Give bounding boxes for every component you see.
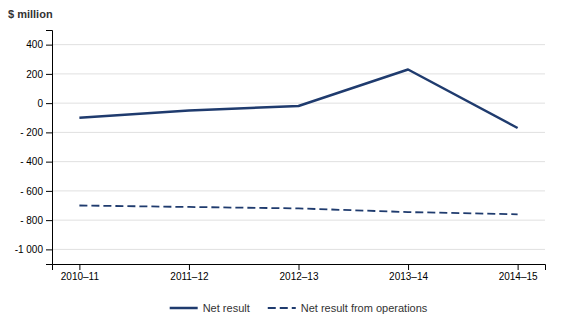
x-tick: 2014–15 — [499, 264, 538, 282]
y-tick: - 600 — [20, 186, 52, 197]
y-tick-label: 400 — [26, 39, 43, 50]
y-tick-mark — [46, 249, 52, 250]
x-tick-label: 2013–14 — [389, 271, 428, 282]
plot: -1 000 - 800 - 600 - 400 - 200 0 200 400 2010–11… — [15, 31, 546, 283]
series-line — [79, 206, 517, 215]
y-tick-label: - 400 — [20, 156, 43, 167]
y-axis-label: $ million — [8, 8, 53, 20]
y-tick-label: - 600 — [20, 186, 43, 197]
x-tick-mark — [79, 264, 80, 270]
y-tick-mark — [46, 191, 52, 192]
x-tick-label: 2010–11 — [61, 271, 100, 282]
y-tick-mark — [46, 132, 52, 133]
y-tick-label: - 800 — [20, 215, 43, 226]
y-axis-line — [46, 31, 53, 265]
grid-line — [52, 44, 545, 45]
y-tick-label: - 200 — [20, 127, 43, 138]
y-tick-mark — [46, 162, 52, 163]
grid-line — [52, 132, 545, 133]
x-tick-label: 2012–13 — [280, 271, 319, 282]
y-tick: -1 000 — [15, 244, 52, 255]
y-tick-mark — [46, 103, 52, 104]
y-tick: 200 — [26, 69, 52, 80]
y-tick-label: 200 — [26, 69, 43, 80]
lines — [79, 69, 517, 214]
grid-line — [52, 249, 545, 250]
x-tick-mark — [518, 264, 519, 270]
grid — [52, 45, 545, 250]
legend-item: Net result from operations — [268, 302, 428, 314]
y-tick: 0 — [37, 98, 52, 109]
y-axis: -1 000 - 800 - 600 - 400 - 200 0 200 400 — [15, 31, 53, 265]
grid-line — [52, 73, 545, 74]
series-line — [79, 69, 517, 128]
x-tick: 2013–14 — [389, 264, 428, 282]
legend-label: Net result from operations — [301, 302, 428, 314]
grid-line — [52, 220, 545, 221]
legend-swatch — [170, 307, 198, 310]
x-tick: 2012–13 — [280, 264, 319, 282]
grid-line — [52, 190, 545, 191]
legend-item: Net result — [170, 302, 250, 314]
y-tick-label: -1 000 — [15, 244, 44, 255]
legend: Net result Net result from operations — [170, 302, 428, 314]
y-tick-label: 0 — [37, 98, 43, 109]
legend-swatch — [268, 307, 296, 309]
y-tick: - 800 — [20, 215, 52, 226]
x-tick-mark — [299, 264, 300, 270]
x-tick: 2010–11 — [61, 264, 100, 282]
grid-line — [52, 161, 545, 162]
legend-label: Net result — [203, 302, 250, 314]
x-tick: 2011–12 — [170, 264, 209, 282]
y-tick: - 200 — [20, 127, 52, 138]
x-tick-mark — [408, 264, 409, 270]
y-tick: 400 — [26, 39, 52, 50]
x-axis-line — [53, 265, 546, 271]
x-axis: 2010–11 2011–12 2012–13 2013–14 2014–15 — [53, 264, 546, 282]
y-tick-mark — [46, 74, 52, 75]
x-tick-mark — [189, 264, 190, 270]
y-tick-mark — [46, 45, 52, 46]
y-tick-mark — [46, 220, 52, 221]
x-tick-label: 2014–15 — [499, 271, 538, 282]
y-tick: - 400 — [20, 156, 52, 167]
chart: -1 000 - 800 - 600 - 400 - 200 0 200 400 2010–11… — [0, 0, 565, 322]
x-tick-label: 2011–12 — [170, 271, 209, 282]
